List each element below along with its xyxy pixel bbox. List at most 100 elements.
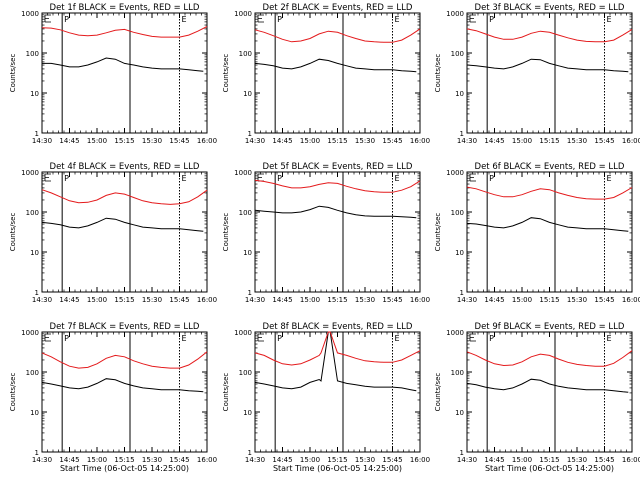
marker-label: P [64, 334, 69, 343]
panel-title: Det 3f BLACK = Events, RED = LLD [475, 3, 625, 13]
x-tick-label: 15:15 [539, 137, 559, 145]
x-tick-label: 14:45 [484, 456, 504, 464]
x-tick-label: 14:30 [457, 296, 477, 304]
x-tick-label: 16:00 [197, 296, 217, 304]
y-axis-label: Counts/sec [9, 213, 17, 252]
panel-title: Det 9f BLACK = Events, RED = LLD [475, 322, 625, 332]
corner-marker [257, 173, 264, 182]
x-tick-label: 14:45 [59, 137, 79, 145]
y-tick-label: 1 [35, 130, 39, 138]
x-tick-label: 14:45 [272, 296, 292, 304]
y-tick-label: 1 [248, 289, 252, 297]
x-tick-label: 14:30 [457, 137, 477, 145]
corner-marker [469, 14, 476, 23]
panel-det-6: Det 6f BLACK = Events, RED = LLD Counts/s… [434, 162, 640, 304]
x-tick-label: 14:30 [245, 456, 265, 464]
plot-frame [254, 171, 421, 293]
x-tick-label: 14:45 [272, 456, 292, 464]
x-tick-label: 15:45 [594, 137, 614, 145]
y-tick-label: 1000 [446, 10, 464, 18]
marker-label: P [277, 334, 282, 343]
x-tick-label: 15:00 [512, 296, 532, 304]
panel-title: Det 5f BLACK = Events, RED = LLD [263, 162, 413, 172]
x-tick-label: 15:15 [327, 296, 347, 304]
panel-det-3: Det 3f BLACK = Events, RED = LLD Counts/s… [434, 3, 640, 145]
y-tick-label: 100 [26, 369, 39, 377]
x-tick-label: 15:45 [382, 296, 402, 304]
series-line-events [42, 57, 204, 72]
y-tick-label: 100 [26, 50, 39, 58]
y-tick-label: 1000 [234, 329, 252, 337]
x-axis-label: Start Time (06-Oct-05 14:25:00) [60, 464, 189, 473]
y-tick-label: 1 [460, 449, 464, 457]
y-tick-label: 100 [26, 209, 39, 217]
panel-title: Det 2f BLACK = Events, RED = LLD [263, 3, 413, 13]
series-line-lld [466, 350, 633, 367]
plot-frame [41, 12, 208, 134]
x-tick-label: 15:00 [512, 456, 532, 464]
x-tick-label: 16:00 [622, 456, 640, 464]
panel-title: Det 4f BLACK = Events, RED = LLD [50, 162, 200, 172]
x-tick-label: 15:45 [594, 456, 614, 464]
marker-label: P [489, 15, 494, 24]
x-tick-label: 16:00 [410, 296, 430, 304]
marker-label: E [607, 334, 612, 343]
plot-frame [41, 171, 208, 293]
marker-label: P [277, 174, 282, 183]
marker-label: E [607, 174, 612, 183]
marker-label: E [395, 174, 400, 183]
x-tick-label: 15:45 [169, 296, 189, 304]
marker-label: E [182, 334, 187, 343]
x-tick-label: 15:45 [169, 456, 189, 464]
y-tick-label: 1000 [446, 329, 464, 337]
y-tick-label: 10 [455, 409, 464, 417]
y-tick-label: 1 [248, 130, 252, 138]
panel-det-7: Det 7f BLACK = Events, RED = LLD Counts/s… [9, 322, 217, 473]
x-tick-label: 15:15 [327, 456, 347, 464]
panel-det-8: Det 8f BLACK = Events, RED = LLD Counts/s… [222, 322, 430, 473]
x-tick-label: 16:00 [622, 137, 640, 145]
x-tick-label: 14:30 [32, 296, 52, 304]
y-tick-label: 1000 [21, 169, 39, 177]
y-tick-label: 1000 [446, 169, 464, 177]
series-line-lld [41, 26, 208, 38]
y-tick-label: 1 [35, 289, 39, 297]
x-tick-label: 14:30 [457, 456, 477, 464]
x-tick-label: 16:00 [410, 137, 430, 145]
marker-label: P [64, 15, 69, 24]
x-tick-label: 15:45 [382, 137, 402, 145]
panel-det-1: Det 1f BLACK = Events, RED = LLD Counts/s… [9, 3, 217, 145]
y-tick-label: 100 [451, 50, 464, 58]
corner-marker [44, 14, 51, 23]
y-tick-label: 100 [239, 209, 252, 217]
marker-label: P [489, 174, 494, 183]
marker-label: E [395, 334, 400, 343]
series-line-lld [466, 186, 633, 200]
y-tick-label: 1 [248, 449, 252, 457]
x-tick-label: 14:45 [484, 296, 504, 304]
panel-title: Det 6f BLACK = Events, RED = LLD [475, 162, 625, 172]
x-tick-label: 15:00 [300, 296, 320, 304]
x-tick-label: 14:45 [59, 296, 79, 304]
x-axis-label: Start Time (06-Oct-05 14:25:00) [485, 464, 614, 473]
x-tick-label: 14:45 [484, 137, 504, 145]
y-tick-label: 1000 [234, 169, 252, 177]
y-tick-label: 100 [451, 369, 464, 377]
y-tick-label: 10 [455, 249, 464, 257]
corner-marker [44, 333, 51, 342]
marker-label: E [182, 15, 187, 24]
x-tick-label: 15:45 [594, 296, 614, 304]
y-tick-label: 1 [460, 130, 464, 138]
x-tick-label: 15:15 [327, 137, 347, 145]
y-tick-label: 1 [460, 289, 464, 297]
x-tick-label: 14:30 [245, 137, 265, 145]
panel-det-5: Det 5f BLACK = Events, RED = LLD Counts/s… [222, 162, 430, 304]
series-line-events [254, 58, 417, 73]
x-tick-label: 14:45 [59, 456, 79, 464]
marker-label: E [182, 174, 187, 183]
panel-det-2: Det 2f BLACK = Events, RED = LLD Counts/s… [222, 3, 430, 145]
panel-title: Det 1f BLACK = Events, RED = LLD [50, 3, 200, 13]
x-tick-label: 15:00 [87, 137, 107, 145]
x-tick-label: 15:15 [539, 456, 559, 464]
x-tick-label: 15:30 [142, 296, 162, 304]
